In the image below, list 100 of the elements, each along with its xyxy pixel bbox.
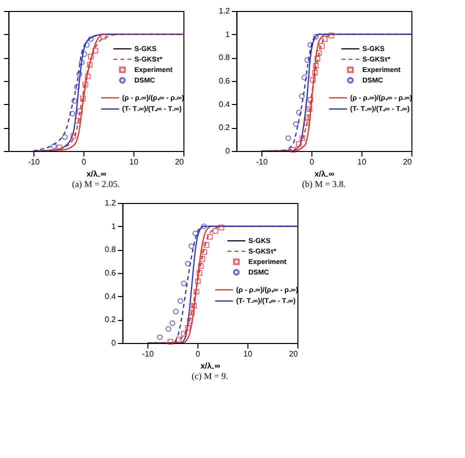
point: [194, 288, 200, 295]
x-tick-label: 20: [288, 350, 298, 358]
point: [290, 146, 296, 153]
point: [181, 280, 187, 286]
y-tick-label: 0.4: [218, 100, 230, 109]
point: [308, 42, 314, 48]
point: [296, 141, 302, 147]
point: [189, 310, 195, 316]
x-tick-label: 10: [243, 350, 253, 358]
point: [195, 278, 201, 284]
point: [202, 249, 208, 255]
point: [56, 144, 62, 150]
point: [319, 43, 325, 49]
point: [218, 224, 224, 230]
point: [204, 242, 210, 248]
point: [196, 270, 202, 276]
text: (a) M = 2.05.: [72, 179, 120, 189]
x-tick-label: 20: [174, 158, 184, 166]
point: [82, 51, 88, 58]
point: [87, 62, 93, 68]
point: [176, 336, 182, 342]
point: [187, 318, 193, 324]
x-tick-label: 0: [310, 158, 315, 166]
x-tick-label: 20: [402, 158, 412, 166]
point: [181, 330, 187, 337]
point: [168, 338, 174, 345]
point: [310, 76, 316, 83]
y-tick-label: 0.8: [218, 53, 230, 62]
x-tick-label: -10: [256, 158, 268, 166]
point: [80, 96, 86, 102]
point: [316, 50, 322, 56]
point: [198, 263, 204, 269]
point: [191, 302, 197, 309]
point: [299, 93, 305, 100]
x-tick-label: -10: [28, 158, 40, 166]
x-axis-title: x/λ₋∞: [314, 170, 335, 178]
point: [308, 96, 314, 103]
y-tick-label: 1: [111, 222, 116, 231]
point: [322, 36, 328, 42]
point: [178, 298, 184, 304]
point: [70, 132, 76, 139]
y-tick-label: 0.6: [218, 76, 230, 86]
point: [286, 135, 292, 142]
point: [306, 106, 312, 112]
point: [88, 36, 94, 42]
y-tick-label: 0.8: [104, 245, 116, 254]
point: [76, 71, 82, 77]
point: [192, 230, 198, 236]
x-tick-label: 10: [357, 158, 367, 166]
point: [212, 228, 218, 234]
point: [296, 110, 302, 116]
y-tick-label: 0.2: [218, 123, 230, 132]
x-tick-label: 10: [129, 158, 139, 166]
point: [185, 324, 191, 331]
point: [173, 308, 179, 314]
point: [185, 260, 191, 267]
point: [302, 74, 308, 80]
point: [74, 118, 80, 124]
point: [188, 243, 194, 250]
x-tick-label: -10: [142, 350, 154, 358]
y-tick-label: 1.2: [104, 198, 116, 208]
point: [51, 143, 57, 150]
point: [72, 98, 78, 104]
point: [62, 134, 68, 140]
point: [88, 54, 94, 60]
point: [304, 57, 310, 63]
point: [79, 59, 85, 66]
x-axis-title: x/λ₋∞: [86, 170, 107, 178]
y-tick-label: 1: [225, 30, 230, 39]
point: [170, 320, 176, 326]
y-tick-label: 0: [111, 338, 116, 348]
point: [157, 334, 163, 340]
point: [166, 326, 172, 332]
point: [207, 234, 213, 240]
point: [74, 84, 80, 90]
point: [92, 48, 98, 54]
text: (b) M = 3.8.: [302, 179, 346, 189]
point: [293, 121, 299, 128]
point: [312, 70, 318, 76]
x-axis-title: x/λ₋∞: [200, 362, 221, 370]
point: [314, 56, 320, 62]
point: [201, 223, 207, 230]
text: (c) M = 9.: [192, 371, 228, 381]
point: [82, 82, 88, 88]
point: [313, 62, 319, 69]
point: [85, 73, 91, 80]
point: [100, 34, 106, 40]
point: [305, 114, 311, 120]
point: [313, 34, 319, 40]
point: [70, 110, 76, 117]
point: [304, 120, 310, 126]
point: [200, 256, 206, 262]
y-tick-label: 0.6: [104, 268, 116, 278]
y-tick-label: 0: [225, 146, 230, 156]
point: [300, 135, 306, 142]
y-tick-label: 1.2: [218, 6, 230, 16]
y-tick-label: 0.4: [104, 292, 116, 301]
x-tick-label: 0: [82, 158, 87, 166]
point: [328, 32, 334, 38]
point: [77, 108, 83, 114]
